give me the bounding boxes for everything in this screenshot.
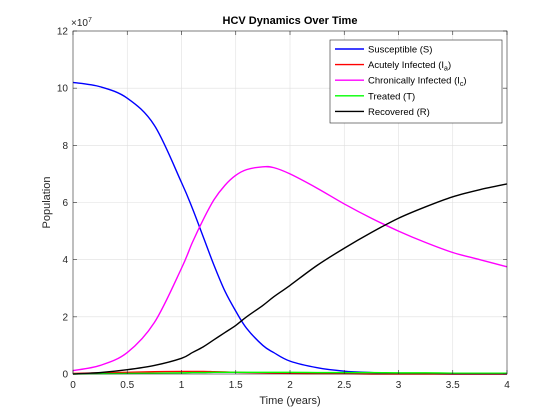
legend-entry-subscript: a — [444, 66, 448, 73]
y-axis-exponent: ×107 — [71, 17, 92, 29]
axis-ticks: 0 0.5 1 1.5 2 2.5 3 3.5 4 0 2 4 6 8 10 12 — [57, 27, 510, 392]
x-tick-label: 3 — [396, 380, 402, 391]
legend-entry: Recovered (R) — [368, 107, 430, 118]
legend-entry-text: Recovered (R) — [368, 107, 430, 118]
x-tick-label: 0 — [70, 380, 76, 391]
x-tick-label: 1.5 — [229, 380, 243, 391]
legend-entry: Acutely Infected (Ia) — [368, 60, 451, 73]
x-tick-label: 2.5 — [337, 380, 351, 391]
legend-entry-text: Chronically Infected (I — [368, 76, 460, 87]
x-tick-label: 2 — [287, 380, 293, 391]
series-line — [72, 183, 508, 375]
legend-box — [329, 39, 503, 124]
legend-entry-subscript: c — [460, 81, 464, 88]
y-tick-label: 12 — [57, 27, 69, 38]
y-axis-label: Population — [41, 177, 53, 229]
y-exponent-base: ×10 — [71, 18, 88, 29]
x-axis-label: Time (years) — [259, 395, 320, 407]
y-exponent-power: 7 — [88, 17, 92, 24]
y-tick-label: 2 — [62, 312, 68, 323]
y-tick-label: 4 — [62, 255, 68, 266]
legend-entry-tail: ) — [463, 76, 466, 87]
series-line — [72, 165, 508, 372]
legend: Susceptible (S)Acutely Infected (Ia)Chro… — [329, 39, 503, 124]
x-tick-label: 0.5 — [120, 380, 134, 391]
legend-entry: Susceptible (S) — [368, 45, 432, 56]
x-tick-label: 3.5 — [446, 380, 460, 391]
chart-title: HCV Dynamics Over Time — [223, 15, 358, 27]
y-tick-label: 10 — [57, 84, 69, 95]
y-tick-label: 0 — [62, 370, 68, 381]
y-tick-label: 6 — [62, 198, 68, 209]
x-tick-label: 1 — [179, 380, 185, 391]
legend-entry-tail: ) — [448, 60, 451, 71]
legend-entry: Chronically Infected (Ic) — [368, 76, 467, 89]
legend-entry-text: Acutely Infected (I — [368, 60, 444, 71]
series-line — [72, 371, 507, 375]
y-tick-label: 8 — [62, 141, 68, 152]
legend-entry-text: Treated (T) — [368, 91, 415, 102]
legend-entry: Treated (T) — [368, 91, 415, 102]
x-tick-label: 4 — [504, 380, 510, 391]
legend-entry-text: Susceptible (S) — [368, 45, 432, 56]
